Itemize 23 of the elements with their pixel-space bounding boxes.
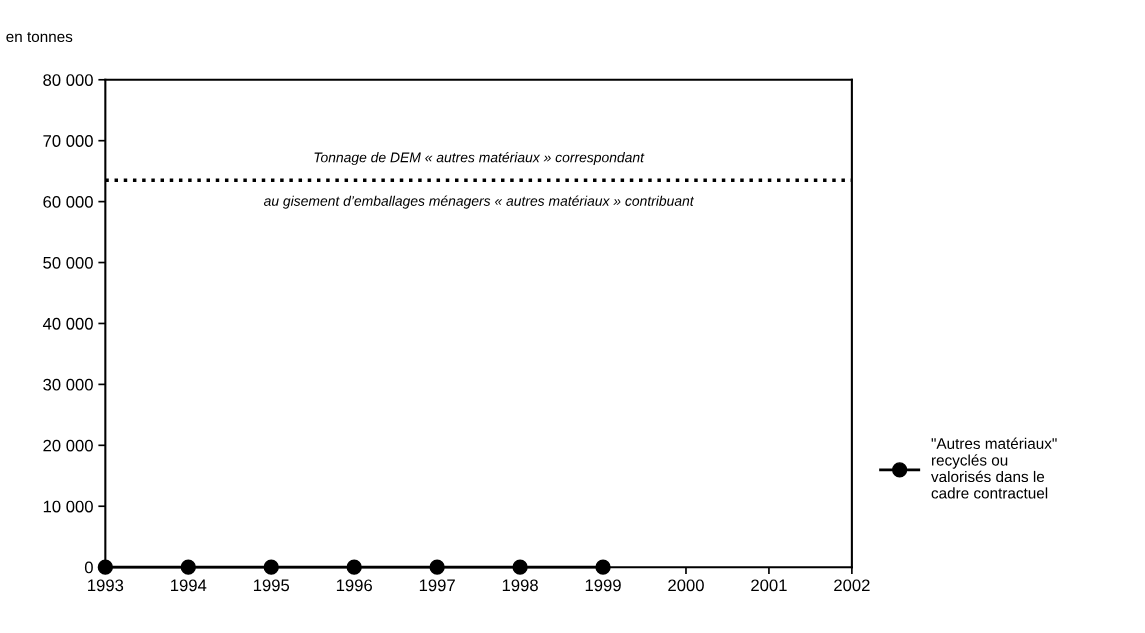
x-tick-label: 1997 (419, 579, 455, 592)
x-tick-label: 1994 (171, 579, 207, 592)
y-tick-label: 20 000 (43, 439, 93, 452)
y-tick-label: 0 (84, 561, 93, 574)
annotation: au gisement d’emballages ménagers « autres matériaux » contribuant (263, 195, 695, 209)
y-tick-label: 30 000 (43, 378, 93, 391)
x-tick-label: 2000 (668, 579, 704, 592)
y-tick-label: 60 000 (43, 196, 93, 208)
y-tick-label: 80 000 (43, 74, 93, 86)
y-tick-label: 50 000 (43, 256, 93, 269)
ref-line-label: Tonnage de DEM « autres matériaux » correspondant (314, 151, 645, 166)
x-tick-label: 1993 (88, 579, 124, 592)
x-tick-label: 1996 (336, 579, 372, 592)
x-tick-label: 1995 (253, 579, 290, 592)
x-tick-label: 2002 (834, 579, 870, 592)
y-tick-label: 70 000 (43, 135, 93, 147)
y-tick-label: 40 000 (42, 317, 93, 330)
x-tick-label: 1999 (585, 579, 621, 592)
x-tick-label: 1998 (502, 579, 538, 592)
x-tick-label: 2001 (751, 579, 787, 592)
legend-label: "Autres matériaux" recyclés ou valorisés dans le cadre contractuel (931, 437, 1057, 499)
y-tick-label: 10 000 (43, 500, 93, 513)
y-axis-title: en tonnes (6, 32, 73, 43)
